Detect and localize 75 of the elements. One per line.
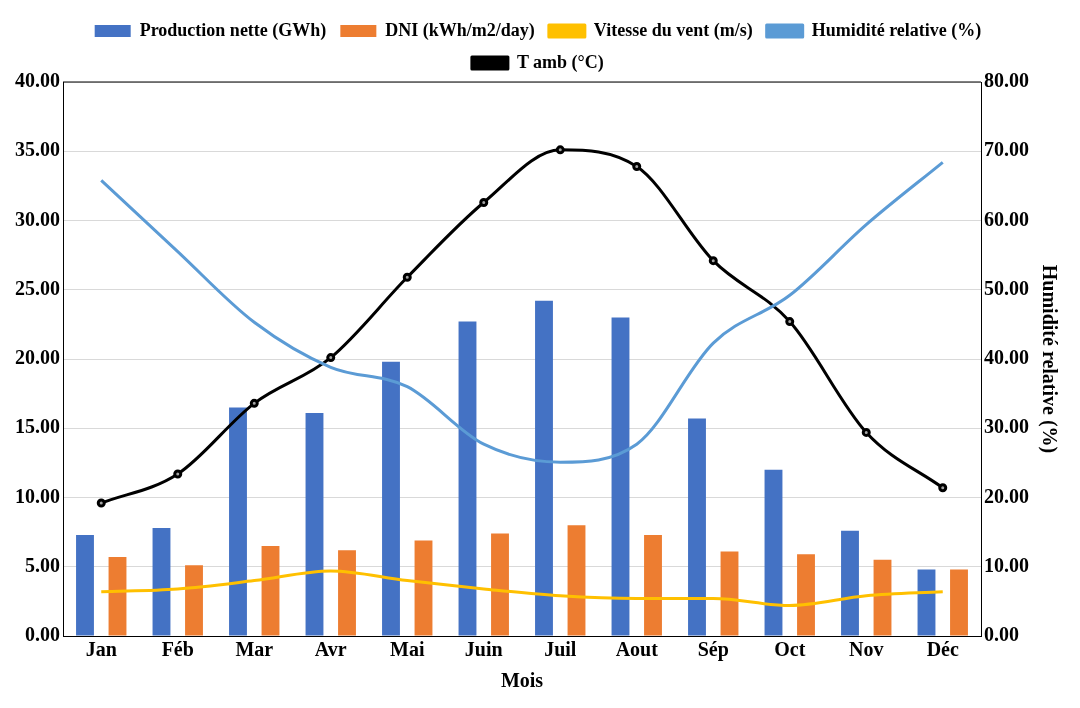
bar xyxy=(873,559,892,636)
bar xyxy=(535,300,553,636)
x-tick-label: Aout xyxy=(615,638,659,661)
bar xyxy=(917,569,936,636)
bar xyxy=(185,565,203,636)
x-tick-label: Juin xyxy=(464,638,503,661)
bar xyxy=(108,557,127,636)
bar xyxy=(720,551,739,636)
y-tick-label: 0.00 xyxy=(25,623,60,646)
bar xyxy=(414,540,433,636)
line-series xyxy=(99,160,945,464)
x-axis-title: Mois xyxy=(500,669,544,692)
point xyxy=(326,353,336,363)
y-tick-label: 30.00 xyxy=(15,207,60,230)
y2-tick-label: 10.00 xyxy=(984,553,1029,576)
legend-label: Vitesse du vent (m/s) xyxy=(593,19,753,41)
bar xyxy=(644,534,662,636)
point xyxy=(938,483,948,493)
y2-tick-label: 60.00 xyxy=(984,207,1029,230)
x-tick-label: Juil xyxy=(544,638,577,661)
point xyxy=(173,469,183,479)
legend-label: Humidité relative (%) xyxy=(811,19,982,41)
x-tick-label: Oct xyxy=(774,638,806,661)
bar xyxy=(382,361,400,636)
x-tick-label: Déc xyxy=(926,638,959,661)
x-tick-label: Mai xyxy=(390,638,425,661)
bar xyxy=(688,418,706,636)
point xyxy=(708,256,718,266)
point xyxy=(479,198,489,207)
point xyxy=(632,161,642,171)
legend-label: DNI (kWh/m2/day) xyxy=(385,19,535,41)
bar xyxy=(841,530,859,636)
x-tick-label: Avr xyxy=(314,638,347,661)
point xyxy=(96,498,106,508)
bar xyxy=(261,545,280,636)
y2-tick-label: 0.00 xyxy=(984,623,1019,646)
y-tick-label: 40.00 xyxy=(15,69,60,92)
bar xyxy=(491,533,509,636)
bar xyxy=(567,525,586,636)
point xyxy=(402,272,412,282)
y2-tick-label: 40.00 xyxy=(984,346,1029,369)
bar xyxy=(76,534,94,636)
y-tick-label: 5.00 xyxy=(25,553,60,576)
y-tick-label: 10.00 xyxy=(15,484,60,507)
bar xyxy=(338,550,356,636)
bar xyxy=(611,317,630,636)
y2-tick-label: 30.00 xyxy=(984,415,1029,438)
bar xyxy=(950,569,968,636)
x-tick-label: Mar xyxy=(235,638,274,661)
point xyxy=(785,317,795,327)
y2-tick-label: 50.00 xyxy=(984,276,1029,299)
point xyxy=(861,427,871,437)
point xyxy=(249,398,259,408)
line-series xyxy=(99,569,945,608)
y2-tick-label: 20.00 xyxy=(984,484,1029,507)
y-tick-label: 25.00 xyxy=(15,276,60,299)
y2-tick-label: 80.00 xyxy=(984,69,1029,92)
y-tick-label: 35.00 xyxy=(15,138,60,161)
bar xyxy=(797,554,815,636)
bar xyxy=(229,407,247,636)
legend-label: T amb (°C) xyxy=(516,51,604,73)
y-tick-label: 20.00 xyxy=(15,346,60,369)
y2-axis-title: Humidité relative (%) xyxy=(1037,264,1061,454)
legend-label: Production nette (GWh) xyxy=(139,19,327,41)
y2-tick-label: 70.00 xyxy=(984,138,1029,161)
y-tick-label: 15.00 xyxy=(15,415,60,438)
x-tick-label: Féb xyxy=(161,638,194,661)
bar xyxy=(458,321,477,636)
bar xyxy=(305,413,324,636)
bar xyxy=(152,527,171,636)
x-tick-label: Jan xyxy=(85,638,117,661)
bar xyxy=(764,469,783,636)
x-tick-label: Nov xyxy=(849,638,884,661)
point xyxy=(555,145,565,155)
x-tick-label: Sép xyxy=(697,638,729,662)
